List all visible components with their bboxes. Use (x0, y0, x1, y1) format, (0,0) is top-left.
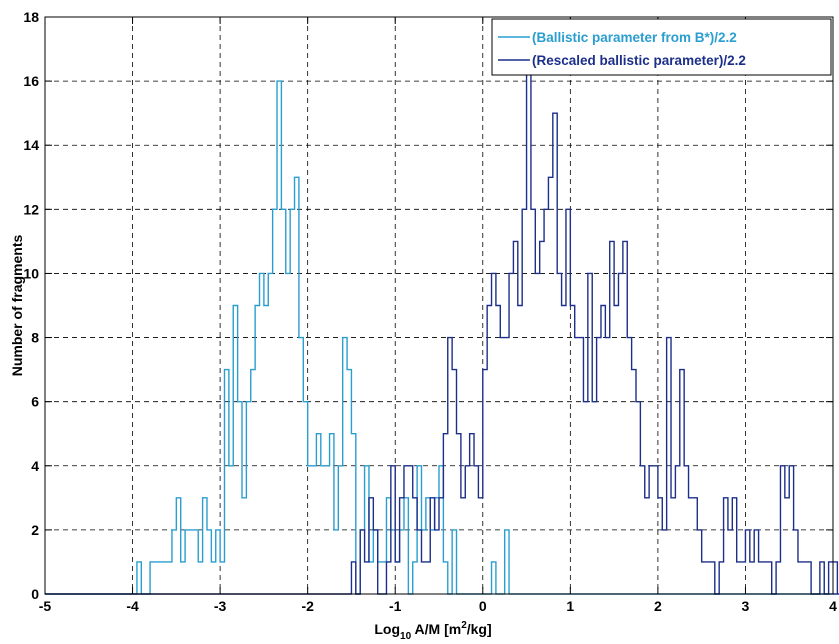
y-tick-labels: 0 2 4 6 8 10 12 14 16 18 (23, 9, 39, 602)
x-tick-label: -2 (301, 598, 314, 614)
x-axis-label: Log10 A/M [m2/kg] (374, 620, 491, 642)
y-tick-label: 12 (23, 201, 39, 217)
legend: (Ballistic parameter from B*)/2.2 (Resca… (491, 18, 832, 76)
y-tick-label: 4 (31, 458, 39, 474)
series-rescaled-step-line (45, 48, 839, 595)
x-axis-label-mid: A/M [m (411, 621, 461, 637)
y-axis-label: Number of fragments (9, 235, 25, 377)
x-axis-label-subscript: 10 (400, 631, 412, 642)
legend-label-ballistic: (Ballistic parameter from B*)/2.2 (532, 30, 737, 45)
x-tick-label: -3 (214, 598, 227, 614)
x-tick-label: 3 (742, 598, 750, 614)
x-tick-label: -4 (126, 598, 139, 614)
legend-label-rescaled: (Rescaled ballistic parameter)/2.2 (532, 53, 746, 68)
y-tick-label: 18 (23, 9, 39, 25)
x-tick-label: 2 (654, 598, 662, 614)
x-tick-label: 1 (566, 598, 574, 614)
series-layer (45, 48, 839, 595)
axis-ticks (44, 16, 834, 595)
x-tick-labels: -5 -4 -3 -2 -1 0 1 2 3 4 (39, 598, 837, 614)
y-tick-label: 0 (31, 586, 39, 602)
y-tick-label: 10 (23, 265, 39, 281)
x-tick-label: -1 (389, 598, 402, 614)
x-axis-label-superscript: 2 (461, 620, 467, 631)
y-tick-label: 14 (23, 137, 39, 153)
x-tick-label: 4 (829, 598, 837, 614)
x-tick-label: 0 (479, 598, 487, 614)
y-tick-label: 8 (31, 330, 39, 346)
x-axis-label-post: /kg] (467, 621, 492, 637)
y-tick-label: 6 (31, 394, 39, 410)
x-axis-label-pre: Log (374, 621, 400, 637)
plot-border (44, 16, 834, 595)
y-tick-label: 2 (31, 522, 39, 538)
series-ballistic-step-line (45, 80, 833, 595)
x-tick-label: -5 (39, 598, 52, 614)
legend-box (491, 18, 832, 76)
y-tick-label: 16 (23, 73, 39, 89)
